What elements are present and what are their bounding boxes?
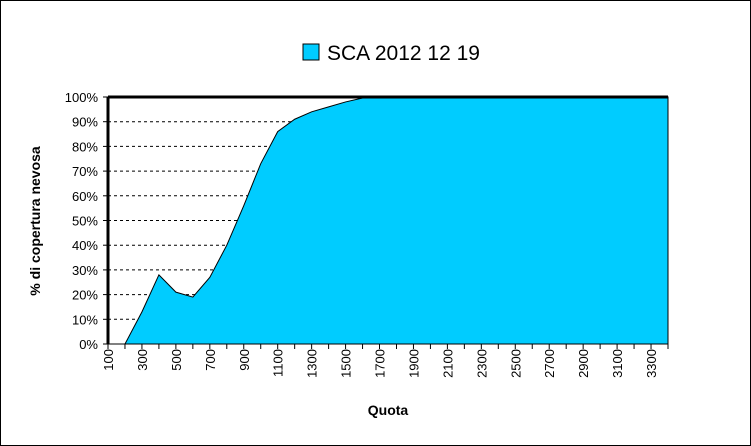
x-tick-label: 1300 [305,349,320,378]
legend-swatch [302,43,320,61]
y-axis-label: % di copertura nevosa [27,146,43,296]
y-tick-label: 60% [72,189,98,204]
y-tick-label: 0% [79,337,98,352]
y-axis-ticks: 0% 10% 20% 30% 40% 50% 60% 70% 80% 90% 100% [65,90,108,352]
x-tick-label: 2700 [542,349,557,378]
y-tick-label: 10% [72,312,98,327]
y-tick-label: 40% [72,238,98,253]
x-tick-label: 2300 [474,349,489,378]
x-axis-ticks: 100 300 500 700 900 1100 1300 1500 1700 1900 2100 2… [101,344,669,378]
y-tick-label: 30% [72,263,98,278]
y-tick-label: 80% [72,139,98,154]
y-tick-label: 90% [72,115,98,130]
y-tick-label: 70% [72,164,98,179]
y-tick-label: 100% [65,90,99,105]
x-tick-label: 300 [135,349,150,371]
x-tick-label: 2500 [508,349,523,378]
legend: SCA 2012 12 19 [302,42,480,65]
x-tick-label: 3100 [610,349,625,378]
x-tick-label: 1500 [339,349,354,378]
x-tick-label: 700 [203,349,218,371]
x-tick-label: 2100 [440,349,455,378]
y-tick-label: 50% [72,214,98,229]
x-tick-label: 3300 [644,349,659,378]
x-tick-label: 1100 [271,349,286,377]
x-tick-label: 100 [101,349,116,371]
legend-label: SCA 2012 12 19 [327,42,480,65]
x-tick-label: 1700 [373,349,388,378]
x-tick-label: 2900 [576,349,591,378]
x-tick-label: 900 [237,349,252,371]
x-tick-label: 1900 [406,349,421,378]
x-axis-label: Quota [368,402,409,418]
y-tick-label: 20% [72,288,98,303]
x-tick-label: 500 [169,349,184,371]
